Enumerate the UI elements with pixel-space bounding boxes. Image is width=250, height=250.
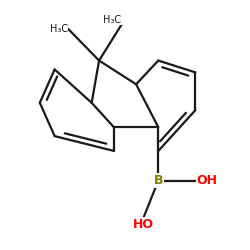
Text: HO: HO [133, 218, 154, 230]
Text: H₃C: H₃C [103, 15, 121, 25]
Text: OH: OH [197, 174, 218, 187]
Text: H₃C: H₃C [50, 24, 68, 34]
Text: B: B [154, 174, 163, 187]
